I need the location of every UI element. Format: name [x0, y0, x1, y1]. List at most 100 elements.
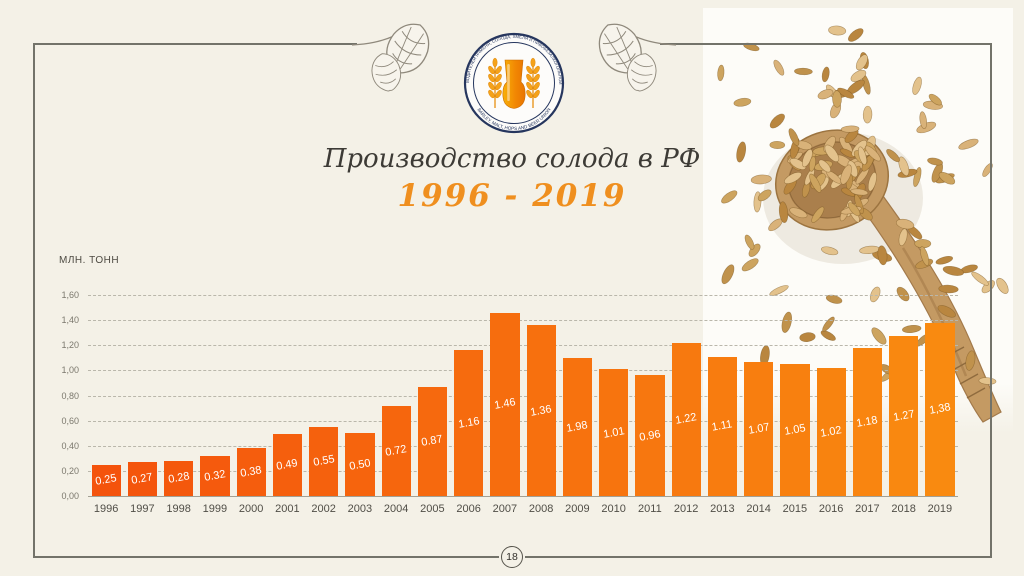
gridline [88, 295, 958, 296]
y-tick-label: 1,00 [61, 365, 79, 376]
beer-glass-icon [502, 59, 526, 109]
gridline [88, 395, 958, 397]
x-tick-label: 2015 [782, 503, 808, 515]
x-tick-label: 2005 [420, 503, 445, 515]
hops-illustration-left [351, 23, 430, 92]
frame-border-left [33, 43, 35, 558]
x-tick-label: 2017 [855, 503, 880, 515]
gridline [88, 370, 958, 372]
x-tick-label: 2000 [238, 503, 264, 515]
bar-2012: 1.22 [671, 342, 701, 496]
y-tick-label: 0,40 [61, 440, 79, 451]
x-tick-label: 2001 [275, 503, 300, 515]
bar-2001: 0.49 [272, 434, 302, 496]
bar-value-label: 1.46 [493, 396, 517, 413]
x-tick-label: 2009 [565, 503, 590, 515]
bar-2006: 1.16 [454, 350, 484, 496]
bar-1996: 0.25 [91, 464, 121, 496]
y-tick-label: 0,00 [61, 491, 79, 501]
bar-2011: 0.96 [635, 375, 665, 496]
bar-value-label: 1.07 [747, 421, 771, 437]
x-tick-label: 1999 [202, 503, 228, 515]
x-tick-label: 2012 [673, 503, 699, 515]
slide-period: 1996 - 2019 [397, 178, 627, 214]
wheat-ear-right-icon [526, 57, 540, 108]
bar-value-label: 1.36 [529, 402, 553, 419]
x-tick-label: 1998 [166, 503, 191, 515]
logo-inner-ring [473, 42, 555, 124]
bar-value-label: 1.01 [602, 424, 626, 441]
slide-title: Производство солода в РФ [323, 144, 701, 174]
bar-2002: 0.55 [309, 426, 339, 496]
bar-2014: 1.07 [744, 361, 774, 496]
plot-area: 0,00 0,20 0,40 0,60 0,80 1,00 1,20 1,40 1,60 0.25… [61, 290, 958, 501]
frame-border-bottom-left [33, 556, 499, 558]
gridline [88, 420, 958, 422]
bar-value-label: 0.28 [167, 470, 191, 487]
bar-value-label: 1.05 [783, 422, 807, 438]
union-logo: СОЮЗ ПРОИЗВОДИТЕЛЕЙ ЯЧМЕНЯ, СОЛОДА, ХМЕЛ… [460, 27, 566, 135]
gridline [88, 470, 958, 472]
bar-value-label: 0.50 [348, 456, 372, 473]
x-tick-label: 2014 [746, 503, 771, 515]
x-axis-labels: 1996 1997 1998 1999 2000 2001 2002 2003 2004 2005… [88, 503, 958, 523]
frame-border-top-right [660, 43, 992, 45]
x-tick-label: 2007 [492, 503, 518, 515]
bar-2008: 1.36 [526, 325, 556, 496]
bar-value-label: 0.72 [384, 443, 408, 459]
bar-value-label: 0.49 [275, 457, 299, 473]
bar-value-label: 0.87 [420, 433, 444, 450]
bar-value-label: 1.18 [855, 414, 879, 430]
bar-value-label: 0.38 [239, 464, 263, 480]
wheat-ear-left-icon [488, 57, 502, 108]
title-block: Производство солода в РФ 1996 - 2019 [0, 144, 1024, 214]
bar-value-label: 1.16 [457, 415, 481, 431]
bar-value-label: 1.22 [674, 411, 698, 428]
bar-2009: 1.98 [562, 357, 592, 496]
bar-2010: 1.01 [599, 369, 629, 496]
bar-2007: 1.46 [490, 312, 520, 496]
bar-value-label: 1.02 [819, 424, 843, 440]
frame-border-right [990, 43, 992, 558]
hops-illustration-right [598, 23, 677, 92]
bar-1997: 0.27 [127, 462, 157, 496]
bar-2017: 1.18 [852, 347, 882, 496]
frame-border-top-left [33, 43, 357, 45]
bar-value-label: 0.25 [94, 472, 118, 489]
frame-border-bottom-right [525, 556, 992, 558]
y-tick-label: 0,60 [61, 415, 79, 426]
bar-2000: 0.38 [236, 448, 266, 496]
x-tick-label: 2016 [818, 503, 844, 515]
x-tick-label: 2003 [347, 503, 373, 515]
gridline [88, 445, 958, 447]
x-tick-label: 2002 [311, 503, 336, 515]
x-tick-label: 2018 [891, 503, 916, 515]
y-tick-label: 0,80 [61, 390, 79, 401]
x-tick-label: 2019 [927, 503, 953, 515]
bar-value-label: 0.96 [638, 427, 662, 444]
gridline [88, 345, 958, 347]
x-tick-label: 2006 [456, 503, 481, 515]
x-tick-label: 2008 [528, 503, 554, 515]
bar-value-label: 1.27 [892, 408, 916, 425]
bar-2003: 0.50 [345, 433, 375, 496]
x-tick-label: 2004 [383, 503, 409, 515]
barley-grains [717, 25, 1009, 385]
bar-value-label: 1.11 [711, 418, 734, 434]
bar-2005: 0.87 [417, 386, 447, 496]
bar-2019: 1,38 [925, 322, 955, 496]
y-tick-label: 1,20 [61, 340, 79, 351]
x-tick-label: 1997 [130, 503, 155, 515]
x-tick-label: 2011 [638, 503, 662, 515]
bar-value-label: 0.32 [203, 468, 227, 484]
y-tick-label: 0,20 [61, 465, 79, 476]
bar-value-label: 1,38 [928, 401, 952, 418]
bar-2004: 0.72 [381, 405, 411, 496]
y-tick-label: 1,60 [61, 290, 79, 300]
gridline [88, 320, 958, 322]
bar-2018: 1.27 [889, 336, 919, 496]
bar-2016: 1.02 [816, 367, 846, 496]
y-tick-label: 1,40 [61, 315, 79, 326]
